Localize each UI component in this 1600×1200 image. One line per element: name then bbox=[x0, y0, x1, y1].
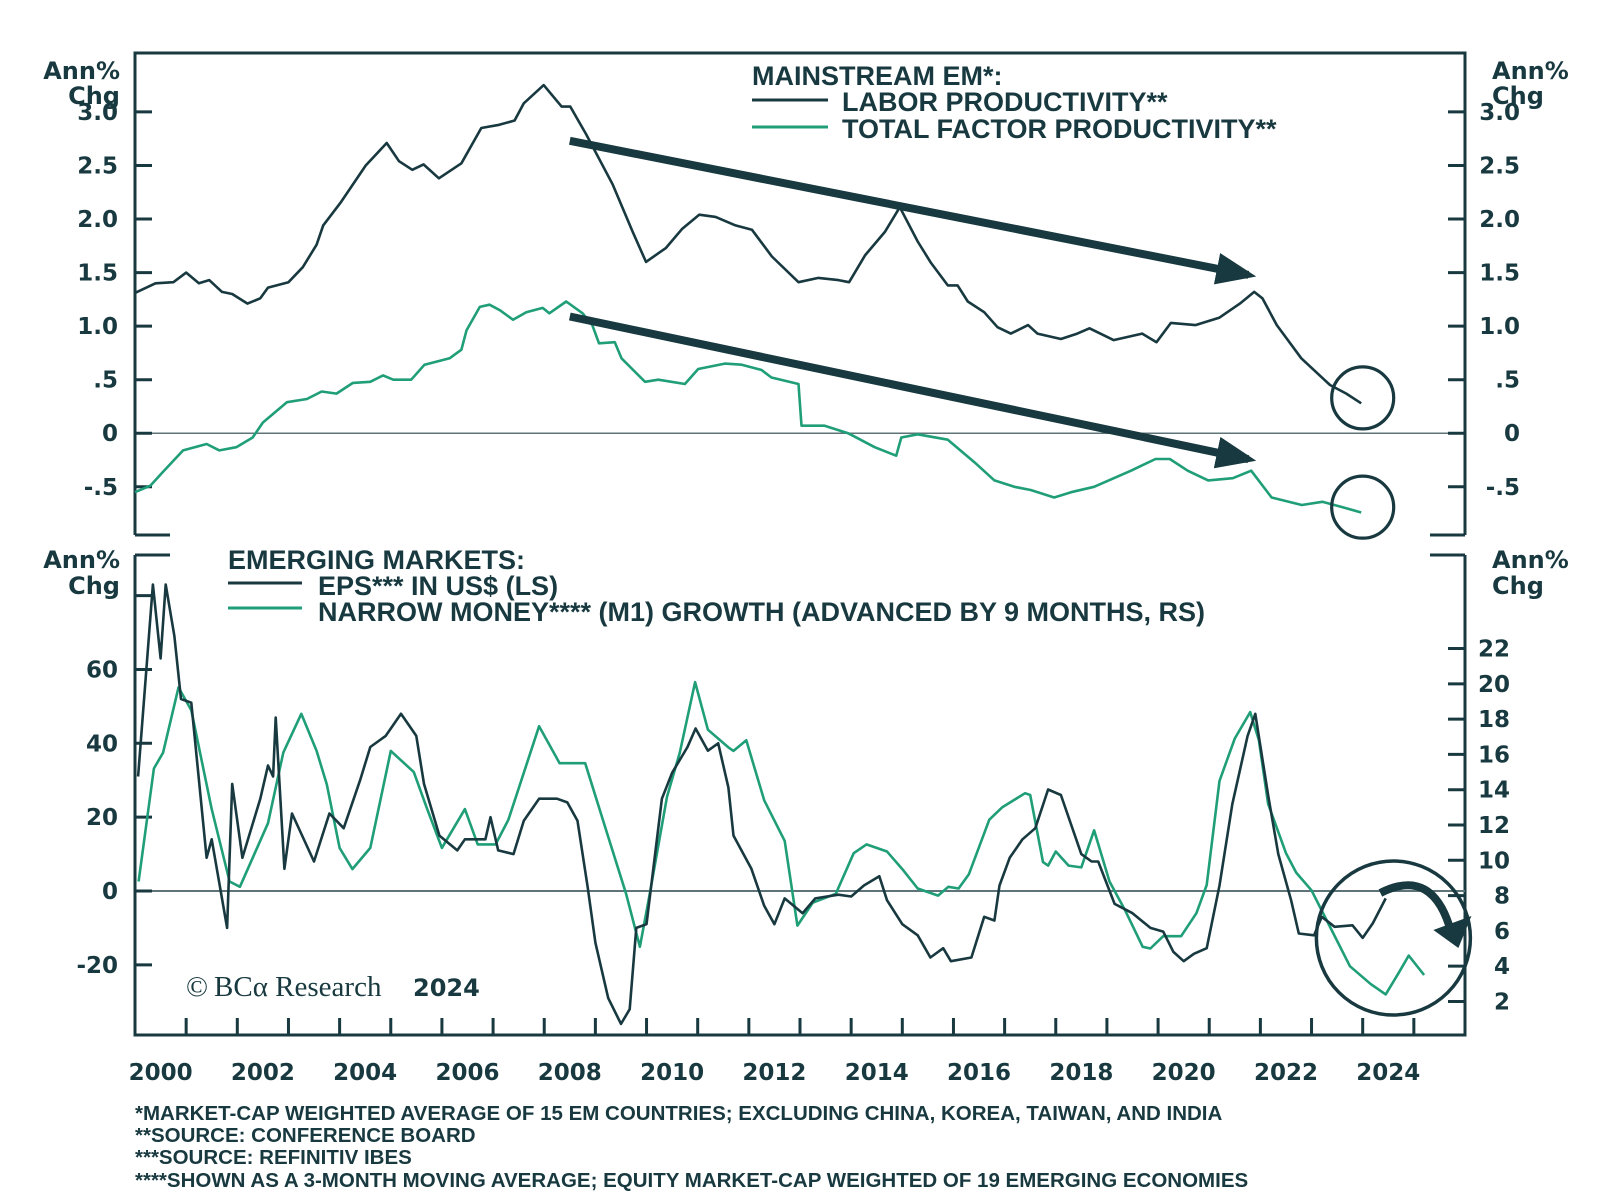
bottom-right-tick-label: 4 bbox=[1494, 954, 1510, 980]
bottom-right-tick-label: 22 bbox=[1478, 637, 1510, 663]
copyright-watermark: © BCα Research 2024 bbox=[186, 971, 480, 1003]
copyright-symbol-brand: © BCα Research bbox=[186, 971, 382, 1003]
bottom-annotations bbox=[1314, 859, 1473, 1017]
bottom-right-tick-label: 20 bbox=[1478, 672, 1510, 698]
x-tick-label-2020: 2020 bbox=[1152, 1060, 1216, 1086]
top-right-tick-label: 2.0 bbox=[1479, 207, 1520, 233]
bottom-right-tick-label: 2 bbox=[1494, 989, 1510, 1015]
bottom-right-tick-label: 8 bbox=[1494, 884, 1510, 910]
x-tick-label-2016: 2016 bbox=[947, 1060, 1011, 1086]
footnote-3: ***SOURCE: REFINITIV IBES bbox=[135, 1146, 412, 1169]
x-tick-label-2008: 2008 bbox=[538, 1060, 602, 1086]
top-left-tick-label: 1.5 bbox=[77, 261, 118, 287]
top-left-tick-label: 1.0 bbox=[77, 314, 118, 340]
bottom-panel-frame bbox=[133, 553, 1467, 1037]
top-left-axis-title-line1: Ann% bbox=[43, 57, 120, 85]
footnotes: *MARKET-CAP WEIGHTED AVERAGE OF 15 EM CO… bbox=[135, 1102, 1248, 1192]
bottom-left-tick-label: 40 bbox=[86, 731, 118, 757]
tfp-latest-highlight-circle bbox=[1330, 474, 1396, 540]
series-labor-productivity bbox=[134, 83, 1362, 405]
top-right-tick-label: 0 bbox=[1504, 421, 1520, 447]
bottom-right-tick-label: 18 bbox=[1478, 707, 1510, 733]
footnote-1: *MARKET-CAP WEIGHTED AVERAGE OF 15 EM CO… bbox=[135, 1102, 1222, 1125]
copyright-year: 2024 bbox=[413, 974, 480, 1002]
top-right-axis-title-line1: Ann% bbox=[1492, 57, 1569, 85]
bottom-panel: Ann% Chg Ann% Chg 60 40 20 0 -20 22 20 18 16 14 12… bbox=[43, 545, 1569, 1037]
series-eps-usd bbox=[136, 583, 1387, 1026]
x-tick-label-2012: 2012 bbox=[742, 1060, 806, 1086]
bottom-left-tick-label: -20 bbox=[76, 953, 118, 979]
footnote-4: ****SHOWN AS A 3-MONTH MOVING AVERAGE; E… bbox=[135, 1169, 1248, 1192]
expected-eps-downturn-arrow bbox=[1378, 881, 1456, 935]
bottom-right-tick-label: 10 bbox=[1478, 848, 1510, 874]
bottom-left-tick-label: 0 bbox=[102, 879, 118, 905]
x-tick-label-2002: 2002 bbox=[231, 1060, 295, 1086]
x-tick-label-2004: 2004 bbox=[333, 1060, 397, 1086]
top-left-axis-title-line2: Chg bbox=[68, 82, 120, 110]
x-tick-label-2014: 2014 bbox=[845, 1060, 909, 1086]
copyright-brand: BCα Research bbox=[214, 971, 382, 1003]
bottom-right-tick-label: 16 bbox=[1478, 742, 1510, 768]
top-right-tick-label: 1.5 bbox=[1479, 261, 1520, 287]
bottom-left-tick-label: 60 bbox=[86, 657, 118, 683]
top-left-tick-label: .5 bbox=[93, 368, 118, 394]
bottom-left-axis-title-line1: Ann% bbox=[43, 546, 120, 574]
top-axis-ticks: 3.0 3.0 2.5 2.5 2.0 2.0 1.5 1.5 1.0 1.0 .5 .5 0 0 -.5 -… bbox=[77, 100, 1520, 501]
x-axis-labels: 2000 2002 2004 2006 2008 2010 2012 2014 2016 2018… bbox=[129, 1060, 1421, 1086]
bottom-left-axis-title-line2: Chg bbox=[68, 572, 120, 600]
top-legend-title: MAINSTREAM EM*: bbox=[752, 61, 1003, 91]
bottom-frame-outline bbox=[133, 555, 1467, 1037]
top-panel-frame bbox=[133, 51, 1467, 537]
bottom-left-tick-label: 20 bbox=[86, 805, 118, 831]
bottom-right-tick-label: 6 bbox=[1494, 919, 1510, 945]
series-narrow-money-m1 bbox=[137, 680, 1426, 996]
legend-item-labor-productivity: LABOR PRODUCTIVITY** bbox=[842, 87, 1168, 117]
bottom-legend: EMERGING MARKETS: EPS*** IN US$ (LS) NAR… bbox=[228, 545, 1205, 627]
x-tick-label-2024: 2024 bbox=[1356, 1060, 1420, 1086]
top-panel: Ann% Chg Ann% Chg 3.0 3.0 2.5 2.5 2.0 2.0 1.5 1… bbox=[43, 51, 1569, 540]
top-series-lines bbox=[134, 83, 1362, 514]
top-annotations bbox=[568, 136, 1396, 540]
top-frame-outline bbox=[133, 51, 1467, 535]
top-right-tick-label: .5 bbox=[1495, 368, 1520, 394]
bottom-right-tick-label: 12 bbox=[1478, 813, 1510, 839]
bottom-legend-title: EMERGING MARKETS: bbox=[228, 545, 525, 575]
top-left-tick-label: 2.0 bbox=[77, 207, 118, 233]
recent-divergence-highlight-circle bbox=[1314, 859, 1473, 1017]
top-left-tick-label: -.5 bbox=[84, 475, 118, 501]
x-tick-label-2022: 2022 bbox=[1254, 1060, 1318, 1086]
copyright-symbol: © bbox=[186, 971, 208, 1003]
top-left-tick-label: 3.0 bbox=[77, 100, 118, 126]
x-tick-label-2006: 2006 bbox=[435, 1060, 499, 1086]
bottom-right-axis-title-line2: Chg bbox=[1492, 572, 1544, 600]
top-right-axis-title-line2: Chg bbox=[1492, 82, 1544, 110]
x-tick-label-2000: 2000 bbox=[129, 1060, 193, 1086]
top-right-tick-label: -.5 bbox=[1486, 475, 1520, 501]
expected-eps-downturn-arrowhead bbox=[1433, 916, 1472, 948]
series-total-factor-productivity bbox=[134, 300, 1362, 514]
top-left-tick-label: 2.5 bbox=[77, 153, 118, 179]
top-legend: MAINSTREAM EM*: LABOR PRODUCTIVITY** TOT… bbox=[752, 61, 1277, 144]
bottom-right-tick-label: 14 bbox=[1478, 778, 1510, 804]
labor-latest-highlight-circle bbox=[1330, 365, 1396, 431]
legend-item-eps: EPS*** IN US$ (LS) bbox=[318, 571, 558, 601]
x-tick-label-2018: 2018 bbox=[1049, 1060, 1113, 1086]
top-left-tick-label: 0 bbox=[102, 421, 118, 447]
bottom-right-axis-title-line1: Ann% bbox=[1492, 546, 1569, 574]
bottom-series-lines bbox=[136, 583, 1426, 1026]
top-right-tick-label: 3.0 bbox=[1479, 100, 1520, 126]
legend-item-narrow-money: NARROW MONEY**** (M1) GROWTH (ADVANCED B… bbox=[318, 597, 1205, 627]
footnote-2: **SOURCE: CONFERENCE BOARD bbox=[135, 1124, 476, 1147]
x-tick-label-2010: 2010 bbox=[640, 1060, 704, 1086]
top-right-tick-label: 2.5 bbox=[1479, 153, 1520, 179]
bottom-axis-ticks: 60 40 20 0 -20 22 20 18 16 14 12 10 8 6 4 2 bbox=[76, 594, 1510, 1035]
tfp-downtrend-arrow bbox=[568, 312, 1257, 469]
top-right-tick-label: 1.0 bbox=[1479, 314, 1520, 340]
labor-productivity-downtrend-arrow bbox=[569, 136, 1257, 285]
legend-item-total-factor-productivity: TOTAL FACTOR PRODUCTIVITY** bbox=[842, 114, 1277, 144]
